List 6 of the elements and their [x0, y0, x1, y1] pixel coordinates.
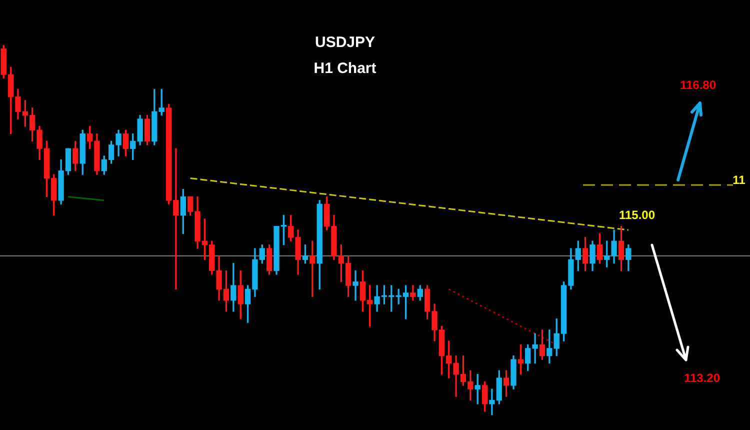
- text: 116.80: [680, 78, 716, 92]
- text: H1 Chart: [314, 60, 376, 78]
- text: 11: [732, 173, 746, 187]
- text: 113.20: [684, 371, 720, 385]
- chart-title: USDJPY: [314, 34, 376, 52]
- annotation: 115.00: [618, 208, 656, 222]
